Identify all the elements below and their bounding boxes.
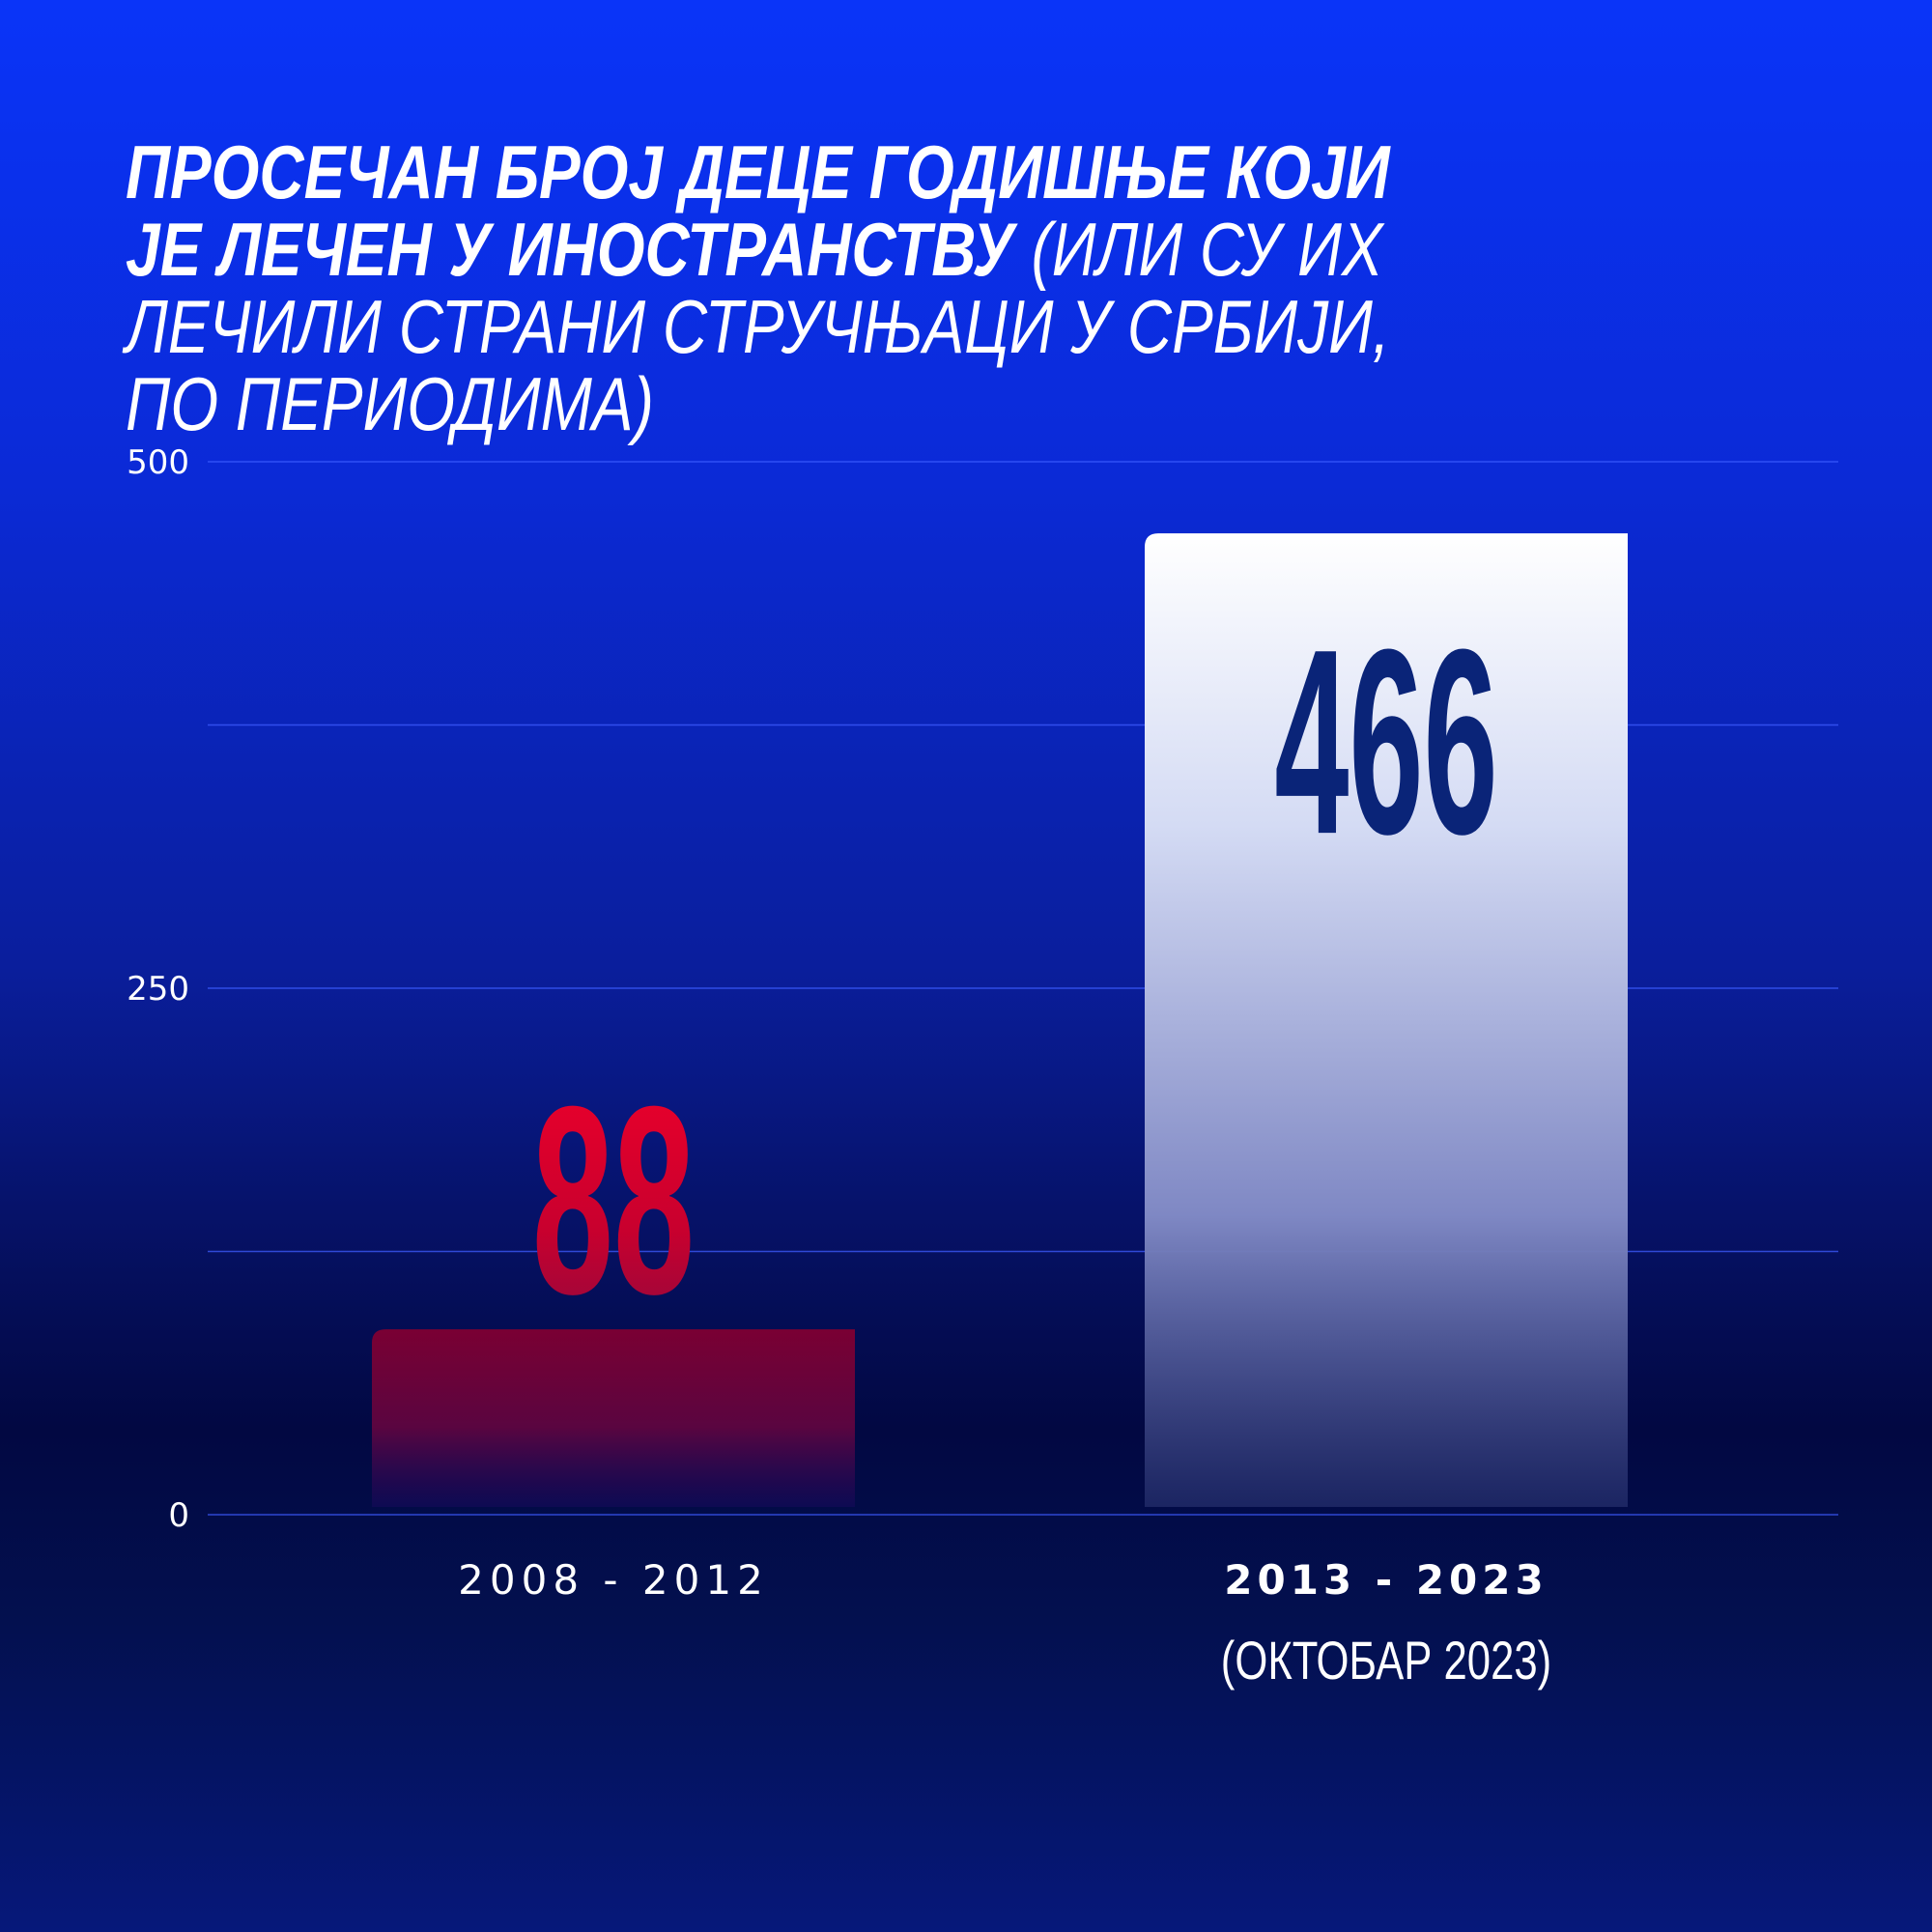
y-tick-label: 0 bbox=[168, 1496, 189, 1535]
category-note: (ОКТОБАР 2023) bbox=[1221, 1631, 1551, 1690]
bar-new-period bbox=[1145, 533, 1628, 1507]
y-tick-label: 250 bbox=[127, 970, 189, 1009]
chart-title-light: (ИЛИ СУ ИХ ЛЕЧИЛИ СТРАНИ СТРУЧЊАЦИ У СРБ… bbox=[126, 207, 1390, 446]
bar-old-period bbox=[372, 1329, 855, 1507]
value-label: 88 bbox=[532, 1052, 695, 1350]
category-label: 2013 - 2023 bbox=[1224, 1556, 1548, 1604]
category-label: 2008 - 2012 bbox=[458, 1556, 769, 1604]
chart-title: ПРОСЕЧАН БРОЈ ДЕЦЕ ГОДИШЊЕ КОЈИ ЈЕ ЛЕЧЕН… bbox=[126, 133, 1472, 442]
chart-title-bold: ПРОСЕЧАН БРОЈ ДЕЦЕ ГОДИШЊЕ КОЈИ ЈЕ ЛЕЧЕН… bbox=[126, 129, 1390, 292]
y-tick-label: 500 bbox=[127, 443, 189, 482]
value-label: 466 bbox=[1274, 594, 1497, 889]
